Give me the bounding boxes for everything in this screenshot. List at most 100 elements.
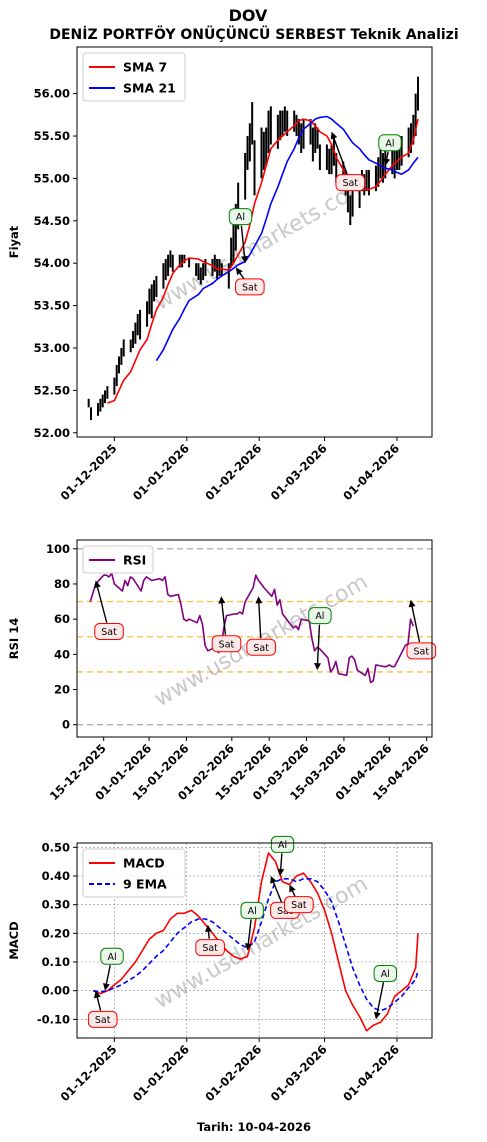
y-tick-label: 55.00 bbox=[34, 171, 70, 185]
sell-signal-label: Sat bbox=[95, 1015, 111, 1026]
buy-signal-box bbox=[270, 835, 295, 853]
y-tick-label: 54.50 bbox=[34, 214, 70, 228]
signal-arrow bbox=[316, 624, 321, 665]
y-tick-label: 0.30 bbox=[42, 898, 70, 912]
axes-frame bbox=[76, 539, 433, 738]
sell-signal-label: Sat bbox=[202, 943, 218, 954]
sell-signal-box bbox=[94, 622, 124, 640]
axes-frame bbox=[76, 842, 433, 1039]
signal-arrowhead bbox=[102, 983, 110, 991]
sell-signal-box bbox=[284, 896, 314, 914]
y-tick-label: 56.00 bbox=[34, 87, 70, 101]
signal-arrow bbox=[240, 225, 246, 258]
sell-signal-box bbox=[335, 174, 366, 192]
signal-arrowhead bbox=[383, 158, 391, 166]
macd-panel: www.usdmarkets.comSatAlSatAlAlSatSatAl-0… bbox=[7, 835, 433, 1104]
signal-arrowhead bbox=[373, 1011, 381, 1020]
signal-arrowhead bbox=[289, 884, 296, 893]
sell-signal-box bbox=[235, 278, 265, 296]
y-tick-label: 53.00 bbox=[34, 341, 70, 355]
signal-arrowhead bbox=[205, 924, 212, 933]
y-tick-label: 53.50 bbox=[34, 299, 70, 313]
signal-arrowhead bbox=[314, 662, 322, 671]
signal-arrow bbox=[258, 602, 262, 639]
signal-arrow bbox=[376, 982, 385, 1014]
y-tick-label: 0.10 bbox=[42, 955, 70, 969]
signal-arrow bbox=[411, 605, 421, 643]
signal-arrowhead bbox=[255, 596, 263, 604]
signal-arrow bbox=[221, 602, 227, 635]
buy-signal-box bbox=[308, 607, 332, 625]
signal-arrowhead bbox=[93, 990, 101, 999]
buy-signal-label: Al bbox=[107, 952, 116, 963]
axes-frame bbox=[76, 46, 433, 438]
signal-arrow bbox=[207, 930, 210, 939]
buy-signal-box bbox=[100, 947, 124, 965]
y-tick-label: 20 bbox=[54, 683, 70, 697]
signal-arrow bbox=[332, 137, 348, 175]
series-line-9-ema bbox=[93, 877, 419, 1012]
signal-arrowhead bbox=[330, 131, 338, 140]
signal-arrowhead bbox=[270, 875, 277, 884]
buy-signal-box bbox=[373, 964, 397, 982]
x-tick-label: 01-03-2026 bbox=[268, 1042, 330, 1104]
signal-arrowhead bbox=[94, 580, 101, 589]
sell-signal-label: Sat bbox=[414, 646, 430, 657]
signal-arrow bbox=[96, 586, 108, 623]
y-tick-label: 55.50 bbox=[34, 129, 70, 143]
signal-arrow bbox=[96, 996, 102, 1011]
y-tick-label: 0.40 bbox=[42, 869, 70, 883]
x-tick-label: 01-04-2026 bbox=[340, 1042, 402, 1104]
sell-signal-label: Sat bbox=[242, 282, 258, 293]
x-tick-label: 01-04-2026 bbox=[340, 441, 402, 503]
legend-box bbox=[82, 545, 154, 574]
y-tick-label: 0.50 bbox=[42, 840, 70, 854]
sell-signal-box bbox=[195, 939, 225, 957]
y-tick-label: 52.50 bbox=[34, 383, 70, 397]
chart-title: DOV bbox=[229, 6, 268, 25]
x-tick-label: 01-01-2026 bbox=[130, 1042, 192, 1104]
signal-arrowhead bbox=[408, 599, 416, 608]
legend-label: SMA 7 bbox=[123, 60, 167, 75]
signal-arrowhead bbox=[240, 255, 248, 264]
y-axis-label: MACD bbox=[7, 921, 21, 959]
y-tick-label: 0.20 bbox=[42, 926, 70, 940]
signal-arrow bbox=[279, 853, 283, 871]
signal-arrow bbox=[272, 881, 283, 903]
x-tick-label: 01-03-2026 bbox=[268, 441, 330, 503]
signal-arrowhead bbox=[235, 267, 243, 276]
buy-signal-label: Al bbox=[248, 906, 257, 917]
y-tick-label: 60 bbox=[54, 612, 70, 626]
buy-signal-label: Al bbox=[315, 611, 324, 622]
x-tick-label: 01-12-2025 bbox=[58, 441, 120, 503]
sell-signal-box bbox=[211, 635, 242, 653]
legend-label: MACD bbox=[123, 856, 165, 871]
series-line-sma-21 bbox=[155, 115, 419, 362]
sell-signal-label: Sat bbox=[342, 178, 358, 189]
x-tick-label: 01-02-2026 bbox=[202, 441, 264, 503]
signal-arrow bbox=[238, 271, 246, 281]
x-tick-label: 01-01-2026 bbox=[130, 441, 192, 503]
legend-label: SMA 21 bbox=[123, 81, 176, 96]
y-axis-label: Fiyat bbox=[7, 225, 21, 258]
y-tick-label: 52.00 bbox=[34, 426, 70, 440]
buy-signal-label: Al bbox=[236, 212, 245, 223]
x-tick-label: 01-12-2025 bbox=[58, 1042, 120, 1104]
buy-signal-label: Al bbox=[278, 840, 287, 851]
y-tick-label: -0.10 bbox=[37, 1012, 70, 1026]
signal-arrowhead bbox=[218, 596, 226, 604]
legend-label: RSI bbox=[123, 553, 146, 568]
series-line-rsi bbox=[89, 572, 415, 684]
y-tick-label: 0 bbox=[62, 718, 70, 732]
signal-arrow bbox=[385, 151, 389, 160]
sell-signal-box bbox=[246, 638, 276, 656]
sell-signal-label: Sat bbox=[101, 627, 117, 638]
signal-arrow bbox=[291, 889, 296, 897]
y-tick-label: 80 bbox=[54, 577, 70, 591]
signal-arrowhead bbox=[244, 943, 252, 951]
buy-signal-label: Al bbox=[381, 969, 390, 980]
sell-signal-box bbox=[406, 642, 437, 660]
y-tick-label: 0.00 bbox=[42, 984, 70, 998]
